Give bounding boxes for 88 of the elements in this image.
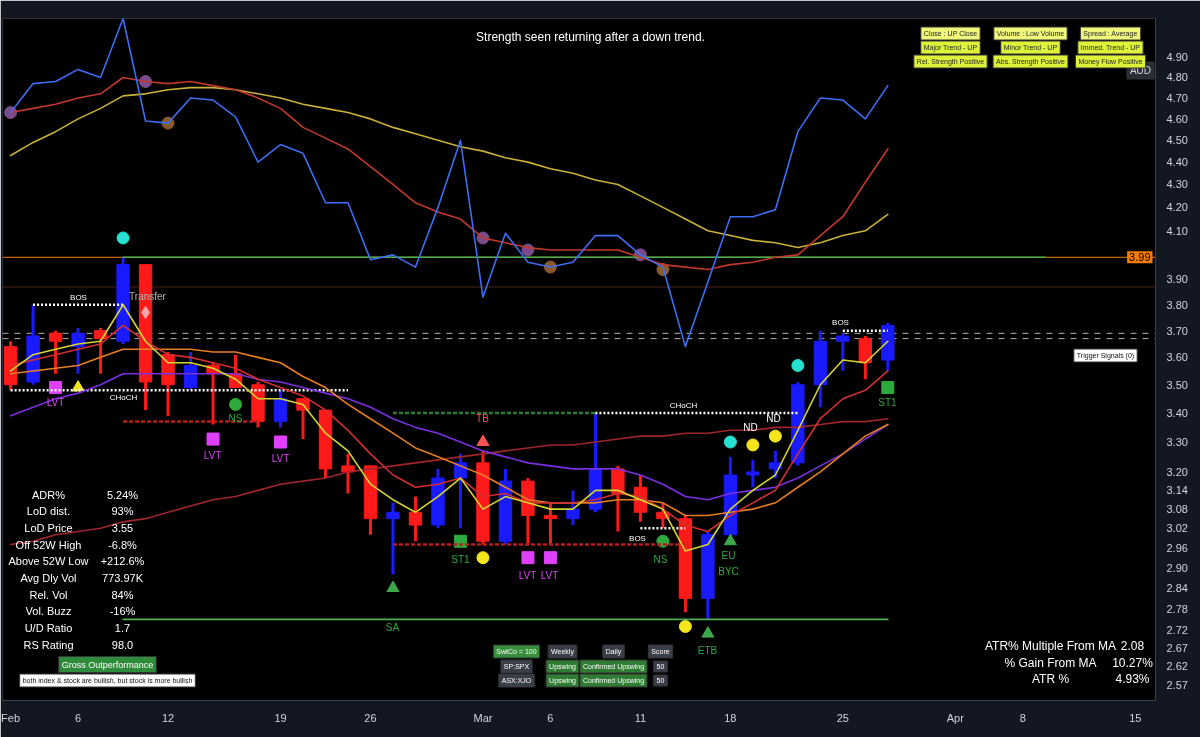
x-tick-label: 19 [274,711,287,724]
y-tick-label: 4.90 [1166,51,1188,64]
annotation: 98.0 [111,638,134,651]
x-tick-label: 18 [724,711,737,724]
annotation: BOS [629,534,646,543]
x-tick-label: 25 [836,711,849,724]
y-tick-label: 3.30 [1166,436,1188,449]
annotation: 3.55 [111,521,134,534]
y-tick-label: 3.02 [1166,522,1188,535]
annotation: ND [766,413,781,424]
y-tick-label: 4.80 [1166,71,1188,84]
y-tick-label: 3.90 [1166,273,1188,286]
y-tick-label: 4.20 [1166,201,1188,214]
annotation: Vol. Buzz [25,605,72,618]
text: Strength seen returning after a down trend. [476,29,705,44]
annotation: ETB [697,645,718,656]
y-tick-label: 3.60 [1166,351,1188,364]
annotation: LVT [46,397,65,408]
annotation: BOS [832,318,849,327]
annotation: 5.24% [106,488,139,501]
x-tick-label: 6 [547,711,554,724]
annotation: 4.93% [1115,671,1150,686]
annotation: SA [385,622,400,633]
y-tick-label: 4.30 [1166,178,1188,191]
annotation: EU [721,550,736,561]
ref-line-label: 3.99 [1129,251,1151,264]
y-tick-label: 3.70 [1166,324,1188,337]
annotation: 10.27% [1112,655,1154,670]
annotation: -6.8% [108,538,138,551]
annotation: 1.7 [114,622,131,635]
y-tick-label: 2.72 [1166,624,1188,637]
annotation: LoD dist. [26,505,71,518]
y-tick-label: 4.60 [1166,112,1188,125]
annotation: LVT [271,453,290,464]
annotation: NS [653,554,668,565]
annotation: 773.97K [102,572,144,584]
y-tick-label: 4.50 [1166,134,1188,147]
annotation: LVT [518,570,537,581]
x-tick-label: Mar [473,711,493,724]
y-tick-label: 4.40 [1166,156,1188,169]
y-tick-label: 3.80 [1166,298,1188,311]
y-tick-label: 2.84 [1166,582,1188,595]
annotation: U/D Ratio [24,622,73,635]
annotation: -16% [109,605,136,618]
annotation: Gross Outperformance [61,659,154,670]
y-tick-label: 4.10 [1166,224,1188,237]
annotation: 93% [111,505,134,518]
x-tick-label: 11 [634,711,647,724]
annotation: ATR % [1031,671,1070,686]
y-tick-label: 2.62 [1166,660,1188,673]
annotation: ADR% [32,488,66,501]
x-tick-label: 12 [161,711,175,724]
annotation: RS Rating [23,638,74,651]
annotation: LVT [540,570,559,581]
annotation: 2.08 [1120,639,1145,653]
annotation: Rel. Vol [29,588,68,601]
x-tick-label: 26 [364,711,377,724]
annotation: % Gain From MA [1004,655,1097,670]
y-tick-label: 3.20 [1166,465,1188,478]
annotation: TB [476,413,490,424]
y-tick-label: 2.90 [1166,561,1188,574]
annotation: BOS [70,293,87,302]
annotation: ST1 [878,397,898,408]
y-tick-label: 2.78 [1166,602,1188,615]
y-tick-label: 4.70 [1166,91,1188,104]
annotation: LoD Price [24,521,73,534]
annotation: CHoCH [669,401,698,410]
x-tick-label: Apr [946,711,965,724]
y-tick-label: 2.67 [1166,642,1188,655]
y-tick-label: 2.96 [1166,541,1188,554]
x-tick-label: 15 [1129,711,1142,724]
annotation: ATR% Multiple From MA [984,638,1117,653]
annotation: Above 52W Low [8,555,89,568]
annotation: ST1 [451,554,471,565]
x-tick-label: 8 [1019,711,1026,724]
annotation: 84% [111,588,134,601]
annotation: +212.6% [100,555,145,568]
annotation: LVT [203,450,222,461]
annotation: CHoCH [109,393,138,402]
x-tick-label: Feb [1,711,21,724]
y-tick-label: 3.14 [1166,484,1188,497]
y-tick-label: 3.08 [1166,503,1188,516]
y-tick-label: 3.50 [1166,378,1188,391]
annotation: BYC [718,566,739,577]
y-tick-label: 3.40 [1166,406,1188,419]
x-tick-label: 6 [75,711,82,724]
y-tick-label: 2.57 [1166,679,1188,692]
annotation: Avg Dly Vol [20,572,77,584]
